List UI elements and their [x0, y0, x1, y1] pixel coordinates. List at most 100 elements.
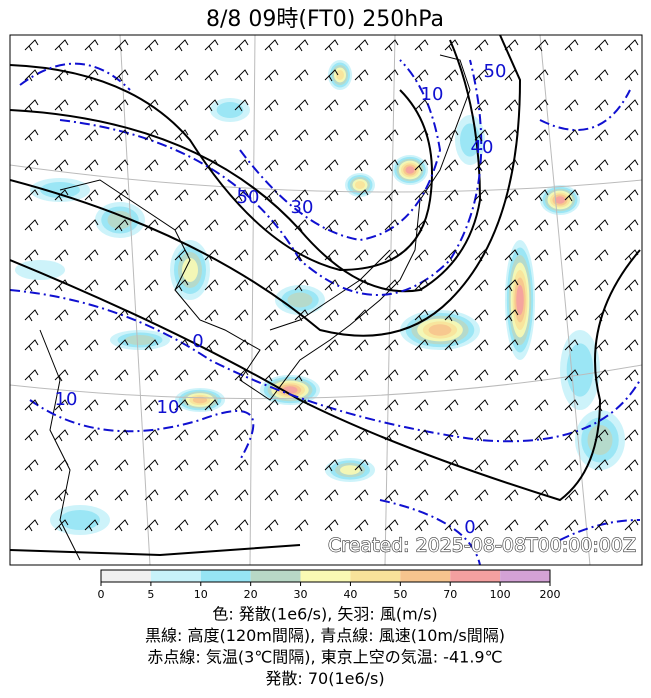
wind-barb — [234, 369, 249, 382]
wind-barb — [564, 339, 579, 352]
wind-barb — [114, 189, 129, 202]
wind-barb — [504, 309, 519, 322]
wind-barb — [84, 99, 99, 112]
wind-barb — [114, 39, 129, 52]
wind-barb — [54, 189, 69, 202]
wind-barb — [174, 489, 189, 502]
wind-barb — [24, 429, 39, 442]
wind-barb — [504, 519, 519, 532]
wind-barb — [624, 189, 639, 202]
wind-barb — [234, 309, 249, 322]
wind-barb — [354, 39, 369, 52]
wind-barb — [264, 309, 279, 322]
wind-barb — [384, 99, 399, 112]
wind-barb — [594, 249, 609, 262]
wind-barb — [504, 279, 519, 292]
contour-label: 50 — [484, 61, 507, 82]
divergence-blob — [587, 425, 613, 455]
wind-barb — [594, 339, 609, 352]
wind-barb — [204, 459, 219, 472]
wind-barb — [144, 159, 159, 172]
wind-barb — [294, 279, 309, 292]
wind-barb — [474, 279, 489, 292]
wind-barb — [534, 279, 549, 292]
wind-barb — [174, 219, 189, 232]
wind-barb — [234, 399, 249, 412]
contour-label: 30 — [291, 197, 314, 218]
contour-label: 40 — [471, 137, 494, 158]
wind-barb — [384, 459, 399, 472]
wind-barb — [84, 489, 99, 502]
wind-barb — [354, 459, 369, 472]
wind-barb — [594, 489, 609, 502]
wind-barb — [294, 99, 309, 112]
wind-barb — [564, 99, 579, 112]
wind-barb — [54, 99, 69, 112]
wind-barb — [594, 219, 609, 232]
wind-barb — [534, 159, 549, 172]
divergence-blob — [125, 335, 155, 345]
wind-barb — [294, 309, 309, 322]
wind-barb — [414, 429, 429, 442]
wind-barb — [84, 249, 99, 262]
wind-barb — [234, 489, 249, 502]
wind-barb — [324, 69, 339, 82]
wind-barb — [504, 39, 519, 52]
wind-barb — [264, 69, 279, 82]
wind-barb — [264, 39, 279, 52]
wind-barb — [564, 519, 579, 532]
wind-barb — [294, 339, 309, 352]
wind-barb — [54, 129, 69, 142]
wind-barb — [264, 519, 279, 532]
wind-barb — [534, 219, 549, 232]
wind-barb — [444, 99, 459, 112]
wind-barb — [54, 69, 69, 82]
wind-barb — [564, 309, 579, 322]
wind-barb — [444, 279, 459, 292]
wind-barb — [54, 309, 69, 322]
wind-barb — [144, 399, 159, 412]
wind-barb — [174, 249, 189, 262]
wind-barb — [204, 429, 219, 442]
wind-barb — [624, 69, 639, 82]
wind-barb — [294, 69, 309, 82]
wind-barb — [504, 459, 519, 472]
wind-barb — [594, 69, 609, 82]
wind-barb — [144, 369, 159, 382]
wind-barb — [84, 39, 99, 52]
wind-barb — [84, 129, 99, 142]
wind-barb — [564, 279, 579, 292]
wind-barb — [114, 249, 129, 262]
wind-barb — [444, 339, 459, 352]
wind-barb — [234, 39, 249, 52]
wind-barb — [474, 39, 489, 52]
wind-barb — [624, 309, 639, 322]
wind-barb — [204, 99, 219, 112]
caption-line: 色: 発散(1e6/s), 矢羽: 風(m/s) — [212, 605, 437, 624]
wind-barb — [174, 39, 189, 52]
divergence-blob — [336, 70, 344, 80]
wind-barb — [564, 69, 579, 82]
wind-barb — [504, 159, 519, 172]
wind-barb — [144, 99, 159, 112]
wind-barb — [534, 189, 549, 202]
wind-barb — [234, 99, 249, 112]
colorbar-segment — [300, 570, 351, 582]
wind-barb — [174, 399, 189, 412]
wind-barb — [84, 459, 99, 472]
wind-barb — [564, 369, 579, 382]
wind-barb — [504, 399, 519, 412]
wind-barb — [384, 159, 399, 172]
wind-barb — [24, 459, 39, 472]
wind-barb — [384, 249, 399, 262]
wind-barb — [474, 69, 489, 82]
wind-barb — [534, 459, 549, 472]
wind-barb — [324, 39, 339, 52]
wind-barb — [294, 249, 309, 262]
colorbar-tick-label: 5 — [147, 588, 154, 601]
colorbar-tick-label: 0 — [98, 588, 105, 601]
wind-barb — [624, 429, 639, 442]
wind-barb — [354, 249, 369, 262]
map: 10 50 40 50 30 10 10 0 0 Created: 2025-08-08T00:… — [10, 35, 642, 565]
wind-barb — [414, 39, 429, 52]
